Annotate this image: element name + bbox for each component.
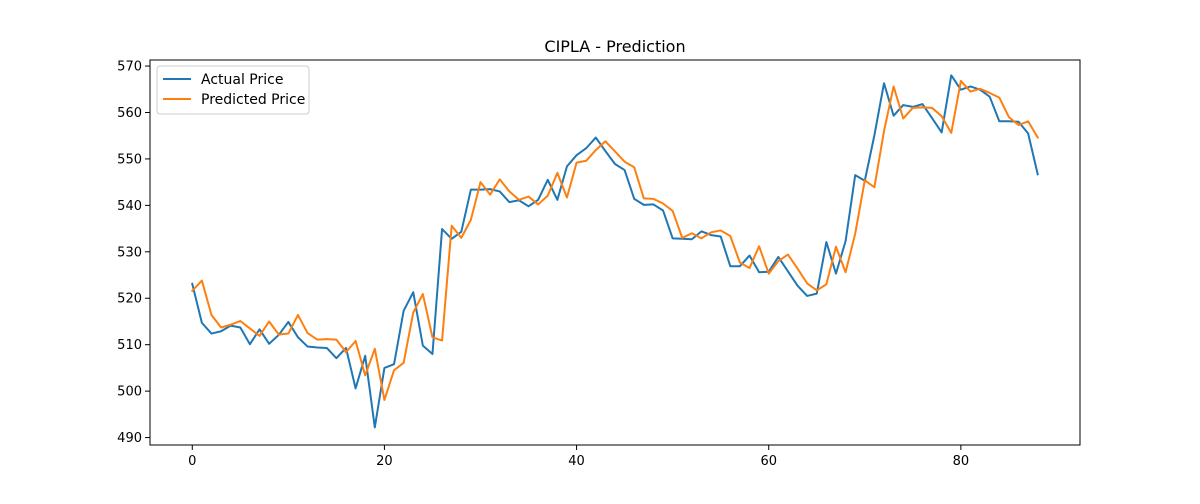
axes-layer: 0 20 40 60 80 490 500 510 520 530 540 550 560 570: [117, 59, 1081, 469]
x-tick-label: 0: [188, 454, 196, 469]
y-tick-label: 510: [117, 338, 142, 353]
y-tick-label: 530: [117, 245, 142, 260]
series-layer: [190, 74, 1040, 429]
x-tick-label: 60: [760, 454, 777, 469]
y-tick-label: 570: [117, 60, 142, 75]
x-tick-label: 20: [376, 454, 393, 469]
y-tick-label: 490: [117, 431, 142, 446]
x-tick-label: 40: [568, 454, 585, 469]
y-tick-label: 550: [117, 152, 142, 167]
legend-box: [156, 65, 310, 115]
legend: Actual Price Predicted Price: [156, 65, 310, 115]
legend-label-actual: Actual Price: [201, 72, 283, 88]
chart-title: CIPLA - Prediction: [544, 37, 685, 56]
y-tick-label: 520: [117, 292, 142, 307]
series-line-actual-price: [191, 74, 1039, 429]
y-tick-label: 560: [117, 106, 142, 121]
legend-label-predicted: Predicted Price: [201, 92, 305, 108]
x-tick-label: 80: [953, 454, 970, 469]
y-tick-label: 540: [117, 199, 142, 214]
y-tick-label: 500: [117, 385, 142, 400]
series-line-predicted-price: [190, 79, 1040, 401]
plot-frame: [149, 59, 1081, 446]
